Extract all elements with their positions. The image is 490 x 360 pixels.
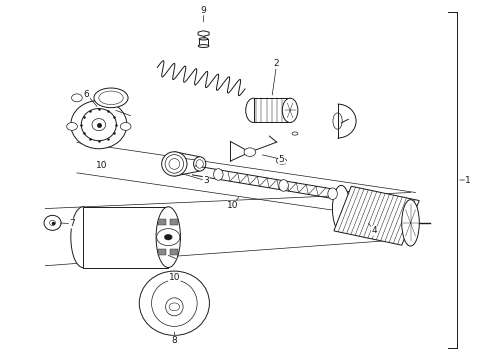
Circle shape xyxy=(164,234,172,240)
Ellipse shape xyxy=(81,109,116,141)
Text: 9: 9 xyxy=(201,6,206,15)
Ellipse shape xyxy=(198,45,209,48)
Ellipse shape xyxy=(67,122,77,130)
Ellipse shape xyxy=(156,207,180,267)
Ellipse shape xyxy=(162,152,187,176)
Text: 4: 4 xyxy=(371,226,377,235)
Ellipse shape xyxy=(282,98,298,122)
Ellipse shape xyxy=(279,180,288,191)
Ellipse shape xyxy=(194,157,206,171)
Circle shape xyxy=(157,229,180,246)
Ellipse shape xyxy=(151,280,197,327)
Polygon shape xyxy=(83,207,168,267)
Bar xyxy=(158,249,166,255)
Text: 6: 6 xyxy=(84,90,90,99)
Bar xyxy=(199,39,208,46)
Ellipse shape xyxy=(214,169,223,180)
Ellipse shape xyxy=(116,94,126,102)
Ellipse shape xyxy=(245,98,261,122)
Ellipse shape xyxy=(120,122,131,130)
Ellipse shape xyxy=(92,118,106,131)
Bar xyxy=(171,219,178,225)
Bar xyxy=(158,219,166,225)
Ellipse shape xyxy=(71,100,127,149)
Ellipse shape xyxy=(99,91,123,105)
Ellipse shape xyxy=(44,215,61,230)
Circle shape xyxy=(169,303,180,311)
Polygon shape xyxy=(334,186,419,245)
Polygon shape xyxy=(253,98,290,122)
Polygon shape xyxy=(174,152,200,176)
Text: 7: 7 xyxy=(69,219,75,228)
Ellipse shape xyxy=(199,38,208,40)
Text: 3: 3 xyxy=(203,176,209,185)
Text: 1: 1 xyxy=(466,176,471,185)
Ellipse shape xyxy=(139,271,209,336)
Ellipse shape xyxy=(71,207,95,267)
Ellipse shape xyxy=(165,155,184,173)
Bar xyxy=(171,249,178,255)
Text: 10: 10 xyxy=(96,161,107,170)
Ellipse shape xyxy=(292,132,298,135)
Ellipse shape xyxy=(328,188,337,199)
Ellipse shape xyxy=(72,94,82,102)
Ellipse shape xyxy=(49,220,55,226)
Ellipse shape xyxy=(332,185,350,232)
Ellipse shape xyxy=(196,159,203,168)
Circle shape xyxy=(244,148,256,157)
Ellipse shape xyxy=(166,298,183,316)
Text: 10: 10 xyxy=(227,201,239,210)
Text: 5: 5 xyxy=(279,155,284,164)
Ellipse shape xyxy=(169,158,180,169)
Polygon shape xyxy=(198,31,209,36)
Ellipse shape xyxy=(94,88,128,108)
Text: 8: 8 xyxy=(172,336,177,345)
Text: 10: 10 xyxy=(169,273,180,282)
Ellipse shape xyxy=(402,200,419,246)
Text: 2: 2 xyxy=(274,59,279,68)
